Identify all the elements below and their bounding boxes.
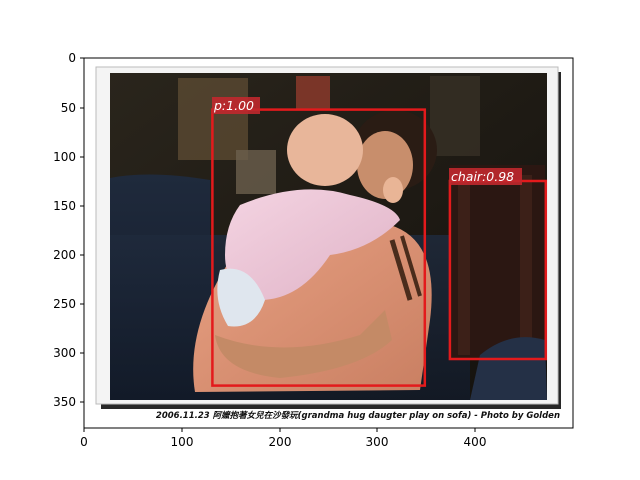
y-tick-label: 200 xyxy=(53,248,76,262)
x-tick-label: 100 xyxy=(171,435,194,449)
y-axis: 0 50 100 150 200 250 300 350 xyxy=(53,51,84,409)
y-tick-label: 100 xyxy=(53,150,76,164)
x-tick-label: 0 xyxy=(80,435,88,449)
detection-label-chair: chair:0.98 xyxy=(451,169,514,184)
y-tick-label: 250 xyxy=(53,297,76,311)
y-tick-label: 0 xyxy=(68,51,76,65)
y-tick-label: 150 xyxy=(53,199,76,213)
photo-image: 2006.11.23 阿嬤抱著女兒在沙發玩(grandma hug daugte… xyxy=(84,58,573,428)
y-tick-label: 50 xyxy=(61,101,76,115)
x-tick-label: 200 xyxy=(269,435,292,449)
y-tick-label: 350 xyxy=(53,395,76,409)
x-axis: 0 100 200 300 400 xyxy=(80,428,486,449)
y-tick-label: 300 xyxy=(53,346,76,360)
detection-label-person: p:1.00 xyxy=(213,98,254,113)
x-tick-label: 300 xyxy=(366,435,389,449)
x-tick-label: 400 xyxy=(464,435,487,449)
photo-caption: 2006.11.23 阿嬤抱著女兒在沙發玩(grandma hug daugte… xyxy=(156,410,560,421)
